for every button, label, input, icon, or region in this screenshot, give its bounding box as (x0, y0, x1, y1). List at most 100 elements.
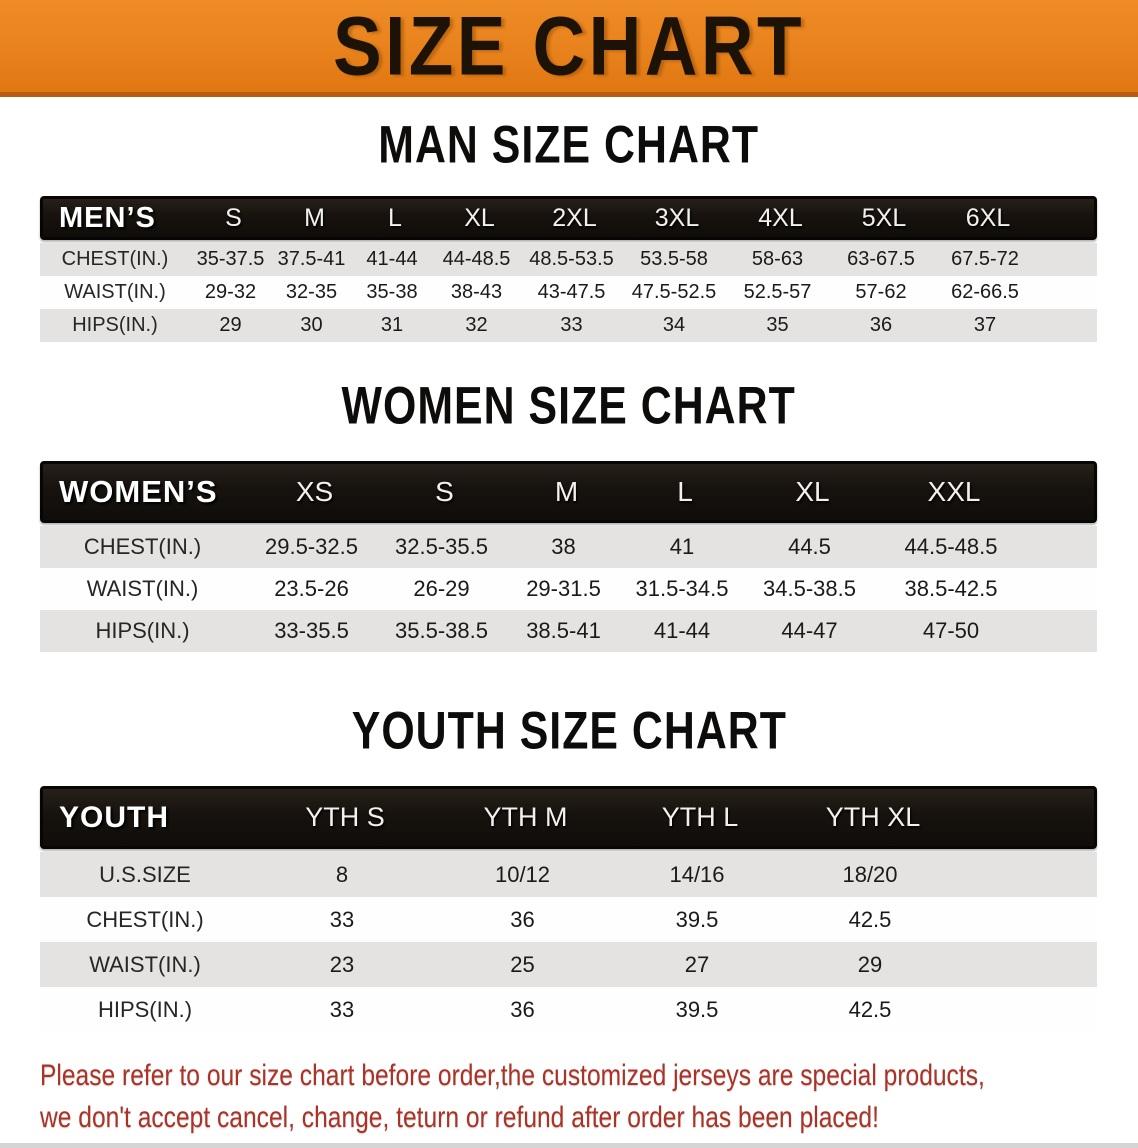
size-value-cell: 14/16 (669, 861, 725, 887)
column-header: XXL (927, 476, 981, 507)
column-header: M (554, 476, 579, 507)
size-value-cell: 36 (510, 996, 535, 1022)
table-row: U.S.SIZE 8 10/12 14/16 18/20 (40, 852, 1097, 897)
size-value-cell: 33 (329, 906, 355, 932)
size-value-cell: 27 (684, 951, 710, 977)
size-value-cell: 29 (219, 314, 242, 336)
size-value-cell: 67.5-72 (951, 248, 1019, 270)
youth-size-chart-section: YOUTH SIZE CHART YOUTH YTH S YTH M YTH L YTH… (0, 701, 1138, 1032)
size-value-cell: 57-62 (855, 281, 907, 303)
row-label: HIPS(IN.) (97, 996, 193, 1022)
size-value-cell: 29-32 (204, 281, 257, 303)
column-header: XL (795, 476, 830, 507)
column-header: XS (295, 476, 334, 507)
size-value-cell: 38.5-42.5 (904, 576, 998, 601)
row-label: CHEST(IN.) (61, 248, 169, 270)
size-value-cell: 41-44 (653, 618, 711, 643)
column-header: L (677, 476, 693, 507)
disclaimer-notice: Please refer to our size chart before or… (40, 1055, 1138, 1139)
size-value-cell: 30 (300, 314, 323, 336)
table-row: CHEST(IN.) 33 36 39.5 42.5 (40, 897, 1097, 942)
man-size-chart-section: MAN SIZE CHART MEN’S S M L XL 2XL 3XL 4XL 5XL 6XL… (0, 115, 1138, 342)
column-header: S (435, 476, 454, 507)
size-value-cell: 48.5-53.5 (529, 248, 614, 270)
column-header: 6XL (965, 203, 1011, 232)
size-value-cell: 35.5-38.5 (395, 618, 488, 643)
size-value-cell: 44-48.5 (442, 248, 511, 270)
size-value-cell: 41-44 (366, 248, 418, 270)
size-value-cell: 31.5-34.5 (635, 576, 729, 601)
disclaimer-line-1: Please refer to our size chart before or… (40, 1059, 985, 1092)
disclaimer-line-2: we don't accept cancel, change, teturn o… (40, 1101, 879, 1134)
column-header: 3XL (654, 203, 700, 232)
table-row: CHEST(IN.) 29.5-32.5 32.5-35.5 38 41 44.5 44.5… (40, 526, 1097, 568)
size-value-cell: 18/20 (842, 861, 898, 887)
table-header-label: WOMEN’S (59, 474, 218, 509)
column-header: YTH M (483, 802, 568, 832)
table-header-bar: WOMEN’S XS S M L XL XXL (40, 461, 1097, 523)
row-label: HIPS(IN.) (72, 314, 158, 336)
column-header: 5XL (861, 203, 907, 232)
size-value-cell: 25 (510, 951, 535, 977)
size-value-cell: 34.5-38.5 (763, 576, 856, 601)
bottom-border-line (0, 1143, 1138, 1148)
size-value-cell: 8 (335, 861, 349, 887)
row-label: WAIST(IN.) (86, 576, 199, 601)
table-row: WAIST(IN.) 23.5-26 26-29 29-31.5 31.5-34.5 34… (40, 568, 1097, 610)
size-value-cell: 47.5-52.5 (631, 281, 717, 303)
row-label: CHEST(IN.) (83, 534, 202, 559)
column-header: M (304, 203, 325, 232)
table-header-label: MEN’S (59, 201, 156, 234)
size-value-cell: 38-43 (450, 281, 503, 303)
charts-area: MAN SIZE CHART MEN’S S M L XL 2XL 3XL 4XL 5XL 6XL… (0, 115, 1138, 1032)
banner: SIZE CHART (0, 0, 1138, 97)
size-value-cell: 43-47.5 (537, 281, 606, 303)
size-value-cell: 39.5 (675, 906, 719, 932)
size-value-cell: 34 (662, 314, 686, 336)
women-chart-title: WOMEN SIZE CHART (341, 376, 797, 435)
youth-chart-title: YOUTH SIZE CHART (351, 701, 787, 760)
column-header: 4XL (758, 203, 803, 232)
size-value-cell: 32-35 (285, 281, 338, 303)
size-value-cell: 29-31.5 (526, 576, 601, 601)
column-header: L (388, 203, 402, 232)
size-value-cell: 31 (380, 314, 404, 336)
size-value-cell: 42.5 (848, 906, 892, 932)
table-header-bar: YOUTH YTH S YTH M YTH L YTH XL (40, 786, 1097, 849)
size-value-cell: 58-63 (751, 248, 804, 270)
size-value-cell: 53.5-58 (640, 248, 708, 270)
column-header: 2XL (552, 203, 597, 232)
size-value-cell: 52.5-57 (743, 281, 812, 303)
size-value-cell: 10/12 (494, 861, 551, 887)
size-value-cell: 63-67.5 (847, 248, 915, 270)
size-value-cell: 33-35.5 (274, 618, 349, 643)
size-value-cell: 33 (560, 314, 583, 336)
row-label: CHEST(IN.) (86, 906, 204, 932)
size-value-cell: 44.5 (788, 534, 831, 559)
table-row: HIPS(IN.) 33 36 39.5 42.5 (40, 987, 1097, 1032)
size-value-cell: 35-37.5 (196, 248, 265, 270)
size-value-cell: 32.5-35.5 (395, 534, 488, 559)
size-value-cell: 44-47 (781, 618, 838, 643)
size-value-cell: 35 (766, 314, 789, 336)
man-size-table: MEN’S S M L XL 2XL 3XL 4XL 5XL 6XL CHEST(IN.) 35-37… (40, 196, 1097, 342)
size-value-cell: 36 (869, 314, 893, 336)
banner-title: SIZE CHART (333, 0, 805, 93)
size-value-cell: 41 (669, 534, 695, 559)
size-value-cell: 36 (510, 906, 535, 932)
table-header-label: YOUTH (59, 800, 169, 834)
table-row: WAIST(IN.) 23 25 27 29 (40, 942, 1097, 987)
column-header: XL (464, 203, 495, 232)
size-value-cell: 26-29 (413, 576, 470, 601)
size-value-cell: 29.5-32.5 (265, 534, 358, 559)
column-header: YTH XL (825, 802, 921, 832)
youth-size-table: YOUTH YTH S YTH M YTH L YTH XL U.S.SIZE 8 10/12… (40, 786, 1097, 1032)
table-header-bar: MEN’S S M L XL 2XL 3XL 4XL 5XL 6XL (40, 196, 1097, 240)
women-size-chart-section: WOMEN SIZE CHART WOMEN’S XS S M L XL XXL CHEST(… (0, 376, 1138, 652)
row-label: HIPS(IN.) (95, 618, 190, 643)
size-value-cell: 62-66.5 (951, 281, 1019, 303)
size-value-cell: 42.5 (848, 996, 892, 1022)
size-value-cell: 23.5-26 (274, 576, 349, 601)
size-value-cell: 38.5-41 (526, 618, 601, 643)
column-header: S (225, 203, 242, 232)
